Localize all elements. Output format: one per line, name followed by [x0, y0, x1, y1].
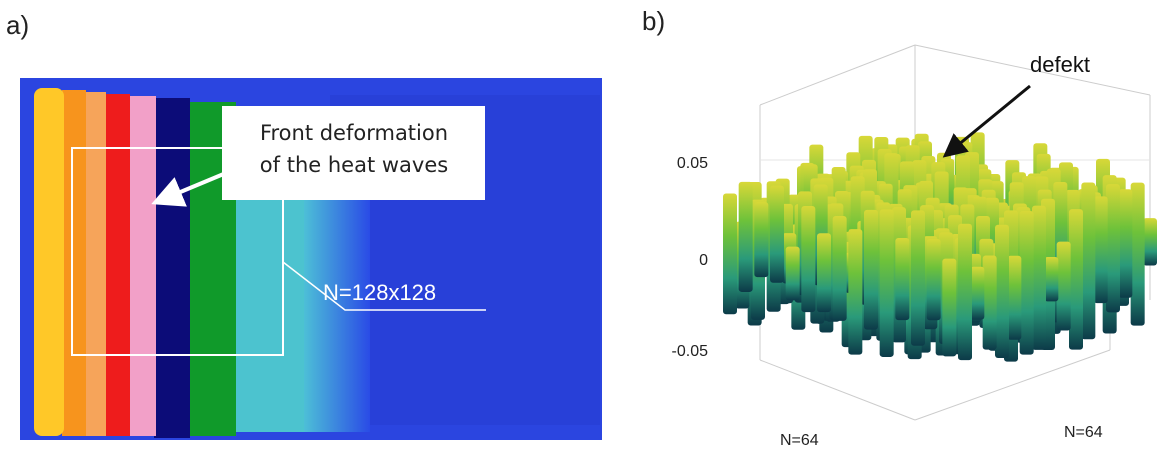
surface-spike: [1069, 209, 1083, 350]
surface-spike: [864, 209, 878, 330]
surface-spike: [770, 185, 784, 283]
surface-spike: [848, 229, 863, 355]
annotation: defekt: [1030, 52, 1090, 77]
surface-spike: [754, 202, 769, 278]
surface-spike: [911, 210, 925, 346]
surface-spike: [1007, 255, 1022, 340]
surface-spike: [801, 205, 816, 313]
surface-spike: [879, 209, 894, 357]
panel-label: b): [642, 6, 665, 36]
surface-spike: [817, 233, 831, 313]
surface-spike: [1081, 182, 1096, 340]
surface-spike: [958, 223, 972, 361]
surface-spike: [1130, 182, 1145, 326]
z-tick-label: -0.05: [672, 343, 709, 360]
surface-spike: [1056, 241, 1071, 331]
surface-spike: [1044, 257, 1059, 302]
surface-plot: [723, 132, 1157, 362]
surface-spike: [995, 224, 1009, 359]
axis-label: N=64: [1064, 424, 1103, 441]
thermal-image: [20, 78, 602, 440]
surface-spike: [926, 239, 941, 321]
callout-line: Front deformation: [260, 121, 448, 145]
surface-spike: [982, 255, 997, 350]
surface-spike: [970, 266, 985, 320]
panel-label: a): [6, 10, 29, 40]
surface-spike: [723, 193, 737, 315]
surface-spike: [785, 246, 800, 301]
surface-spike: [1032, 205, 1046, 350]
surface-spike: [1106, 184, 1120, 313]
z-tick-label: 0: [699, 252, 708, 269]
surface-spike: [1118, 189, 1133, 298]
surface-spike: [1093, 196, 1108, 304]
surface-spike: [1143, 218, 1157, 266]
axis-label: N=64: [780, 432, 819, 449]
callout-line: of the heat waves: [260, 153, 448, 177]
surface-spike: [738, 181, 753, 292]
surface-spike: [895, 238, 910, 321]
surface-spike: [1019, 210, 1034, 355]
z-tick-label: 0.05: [677, 155, 708, 172]
size-label: N=128x128: [323, 280, 436, 305]
annotation-arrow: [942, 84, 1031, 158]
surface-spike: [942, 258, 957, 357]
surface-spike: [832, 216, 847, 321]
